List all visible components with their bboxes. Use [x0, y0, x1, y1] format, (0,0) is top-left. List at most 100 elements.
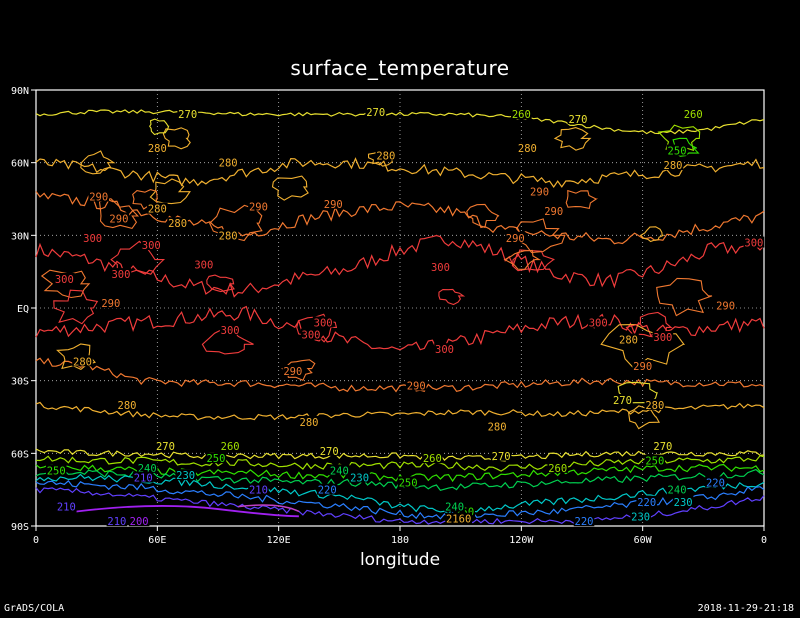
contour-label: 290	[101, 298, 120, 310]
contour-label-bg	[147, 202, 168, 214]
contour-loop-300	[511, 249, 555, 272]
contour-label-bg	[136, 461, 158, 473]
contour-label: 300	[302, 330, 321, 342]
contour-label-bg	[434, 343, 455, 355]
contour-label-bg	[167, 217, 188, 229]
contour-label-bg	[298, 415, 320, 427]
contour-label: 270	[178, 109, 197, 121]
contour-label: 280	[488, 422, 507, 434]
contour-label: 290	[324, 199, 343, 211]
contour-label-bg	[300, 328, 322, 340]
contour-label-bg	[644, 398, 666, 410]
contour-label: 250	[47, 465, 66, 477]
contour-label: 290	[716, 301, 735, 313]
contour-label: 210	[249, 485, 268, 497]
x-tick-label: 180	[391, 535, 409, 546]
contour-label: 290	[633, 361, 652, 373]
contour-label: 240	[668, 485, 687, 497]
contour-label: 290	[283, 366, 302, 378]
contour-label-bg	[430, 260, 451, 272]
contour-label-bg	[248, 200, 269, 212]
contour-label: 240	[445, 502, 464, 514]
contour-label: 290	[530, 187, 549, 199]
contour-label: 260	[548, 463, 567, 475]
contour-label: 300	[589, 318, 608, 330]
contour-label: 300	[142, 240, 161, 252]
contour-label: 300	[111, 269, 130, 281]
contour-label: 260	[423, 453, 442, 465]
contour-label-bg	[612, 394, 633, 406]
contour-label: 210	[134, 473, 153, 485]
contour-label: 210	[57, 502, 76, 514]
contour-label-bg	[82, 231, 103, 243]
contour-label-bg	[504, 231, 526, 243]
contour-label: 300	[435, 344, 454, 356]
contour-label-bg	[312, 316, 334, 328]
contour-label-bg	[56, 500, 77, 512]
contour-label-bg	[147, 142, 168, 154]
contour-label-bg	[316, 483, 338, 495]
contour-label: 250	[645, 456, 664, 468]
contour-label-bg	[45, 464, 67, 476]
contour-label: 230	[176, 470, 195, 482]
contour-loop-290	[565, 189, 599, 210]
contour-label: 270	[492, 451, 511, 463]
contour-label-bg	[219, 440, 241, 452]
credit-label: GrADS/COLA	[4, 603, 65, 614]
contour-label-bg	[444, 500, 465, 512]
contour-label: 280	[619, 334, 638, 346]
contour-loop-280	[149, 178, 191, 205]
contour-label-bg	[177, 108, 198, 120]
contour-label-bg	[175, 469, 196, 481]
contour-loop-290	[656, 277, 713, 317]
contour-label: 300	[83, 233, 102, 245]
contour-label-bg	[672, 495, 694, 507]
contour-label-bg	[110, 268, 132, 280]
contour-label-bg	[618, 333, 639, 345]
contour-label: 240	[330, 465, 349, 477]
contour-label-bg	[248, 483, 269, 495]
contour-label-bg	[543, 205, 564, 217]
contour-label: 220	[637, 497, 656, 509]
contour-label-bg	[666, 483, 688, 495]
contour-loop-300	[438, 288, 466, 306]
contour-label-bg	[116, 398, 138, 410]
contour-label: 280	[300, 417, 319, 429]
contour-loop-280	[553, 127, 592, 151]
contour-line-270	[35, 448, 765, 462]
contour-line-290	[35, 357, 765, 393]
contour-label: 280	[73, 356, 92, 368]
contour-loop-290	[40, 269, 91, 299]
contour-loop-280	[162, 127, 191, 150]
contour-label-bg	[405, 379, 427, 391]
contour-label-bg	[219, 323, 241, 335]
contour-line-200	[238, 504, 300, 513]
contour-label-bg	[100, 297, 122, 309]
y-tick-label: 30S	[11, 377, 29, 388]
contour-line-300	[35, 305, 765, 353]
contour-label: 280	[148, 143, 167, 155]
contour-label-bg	[445, 512, 473, 524]
contour-label-bg	[128, 515, 150, 527]
contour-label-bg	[490, 449, 512, 461]
contour-label: 300	[221, 325, 240, 337]
y-tick-label: 60S	[11, 449, 29, 460]
contour-label-bg	[375, 149, 397, 161]
contour-label-bg	[662, 159, 684, 171]
contour-label: 300	[194, 259, 213, 271]
contour-label: 270	[320, 446, 339, 458]
contour-label: 230	[674, 497, 693, 509]
contour-label: 260	[684, 109, 703, 121]
contour-label-bg	[193, 258, 215, 270]
contour-label: 220	[706, 477, 725, 489]
contour-label-bg	[517, 142, 538, 154]
contour-label-bg	[422, 452, 443, 464]
contour-label: 290	[407, 381, 426, 393]
contour-label-bg	[54, 272, 75, 284]
contour-label: 250	[668, 146, 687, 158]
contour-label: 220	[318, 485, 337, 497]
contour-label-bg	[217, 229, 239, 241]
contour-label-bg	[547, 461, 569, 473]
contour-label-bg	[511, 108, 532, 120]
contour-loop-270	[149, 118, 170, 136]
